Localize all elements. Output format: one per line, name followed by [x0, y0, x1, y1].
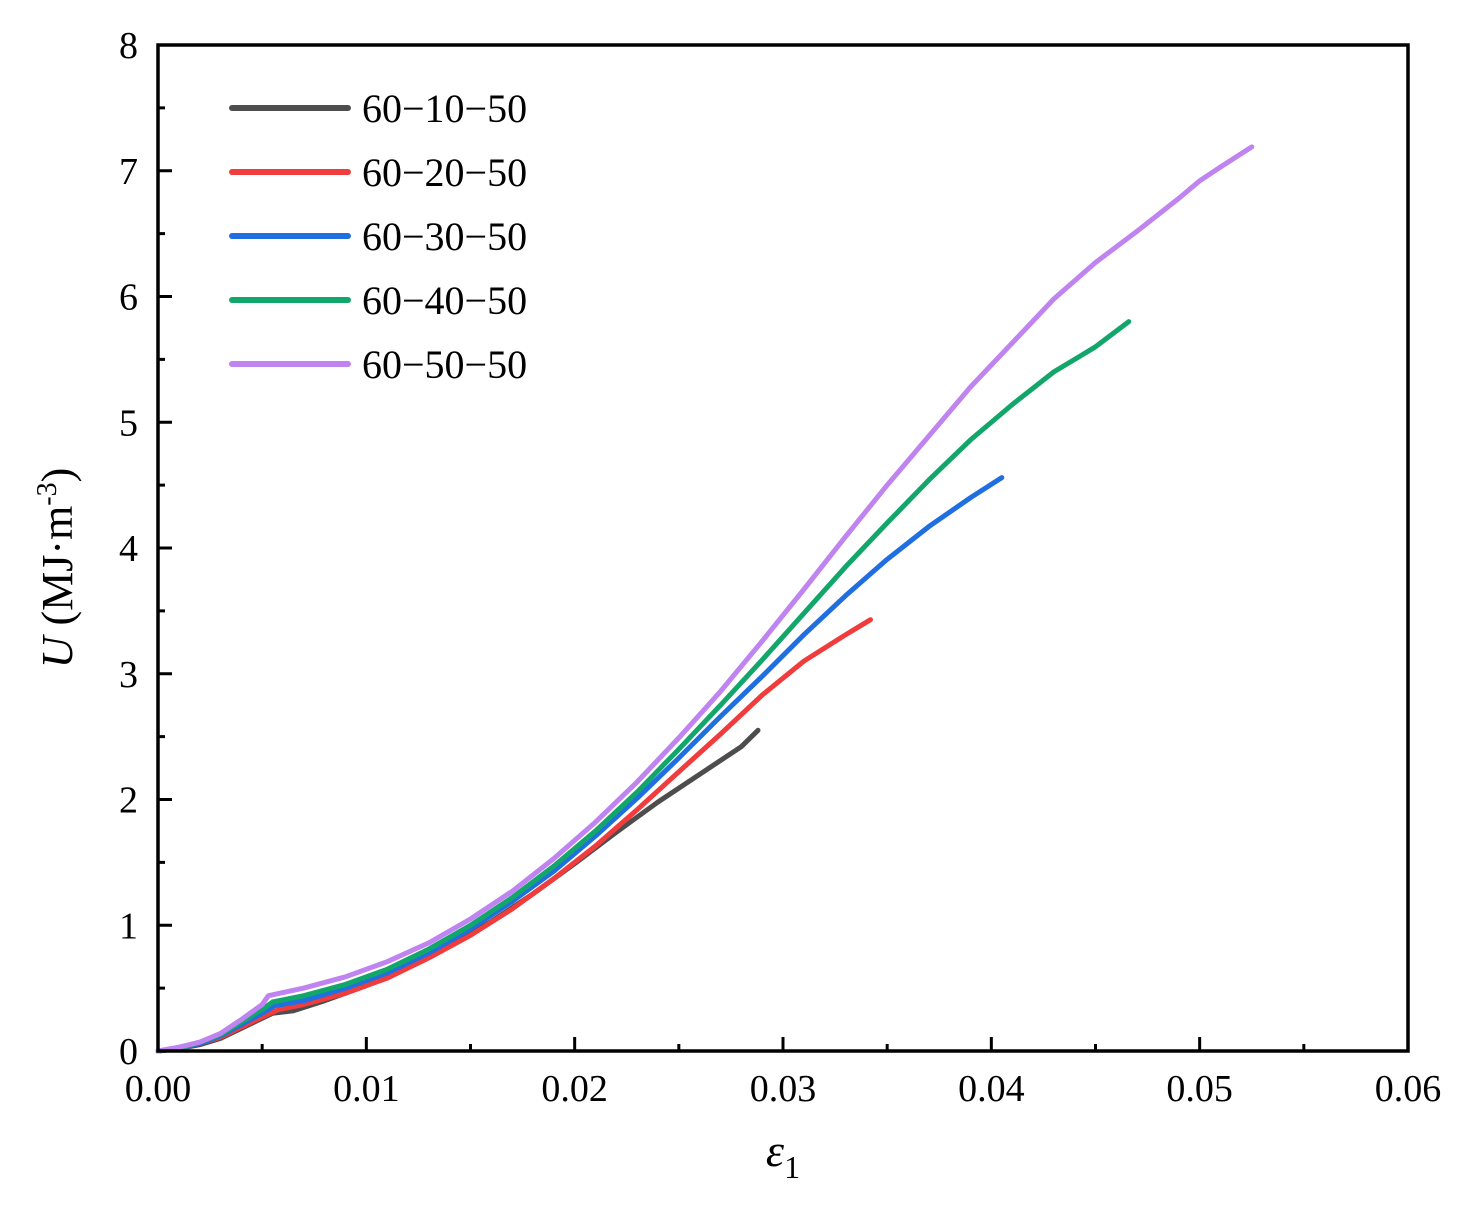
plot-area-frame	[156, 43, 1410, 1053]
y-tick-label: 5	[119, 402, 138, 444]
series-line-5	[155, 144, 1255, 1054]
series-layer	[155, 144, 1255, 1054]
x-tick-label: 0.04	[958, 1068, 1025, 1110]
x-axis-symbol: ε	[766, 1125, 785, 1176]
x-tick-label: 0.05	[1166, 1068, 1233, 1110]
x-axis-label: ε1	[766, 1125, 800, 1185]
y-axis-unit: (MJ·m	[33, 506, 82, 637]
y-tick-label: 1	[119, 905, 138, 947]
y-axis-label: U (MJ·m-3)	[32, 468, 82, 669]
y-tick-label: 3	[119, 654, 138, 696]
legend-label-2: 60−20−50	[362, 150, 527, 195]
x-tick-label: 0.03	[750, 1068, 817, 1110]
y-axis-symbol: U	[33, 633, 82, 668]
legend: 60−10−50 60−20−50 60−30−50 60−40−50 60−50−50	[229, 86, 527, 387]
x-axis-subscript: 1	[784, 1149, 800, 1185]
ticks-layer: 0.00 0.01 0.02 0.03 0.04 0.05 0.06 0 1 2 3 4 5 6 7 8	[119, 25, 1441, 1110]
y-axis-unit-exponent: -3	[32, 482, 63, 505]
legend-label-3: 60−30−50	[362, 214, 527, 259]
y-tick-label: 8	[119, 25, 138, 67]
x-tick-label: 0.02	[541, 1068, 608, 1110]
y-tick-label: 0	[119, 1031, 138, 1073]
x-tick-label: 0.00	[125, 1068, 192, 1110]
series-line-4	[155, 319, 1132, 1054]
legend-label-4: 60−40−50	[362, 278, 527, 323]
y-tick-label: 6	[119, 277, 138, 319]
x-tick-label: 0.06	[1375, 1068, 1442, 1110]
y-tick-label: 7	[119, 151, 138, 193]
legend-label-5: 60−50−50	[362, 342, 527, 387]
legend-label-1: 60−10−50	[362, 86, 527, 131]
y-tick-label: 2	[119, 780, 138, 822]
y-tick-label: 4	[119, 528, 138, 570]
y-axis-unit-close: )	[33, 468, 82, 483]
x-tick-label: 0.01	[333, 1068, 400, 1110]
